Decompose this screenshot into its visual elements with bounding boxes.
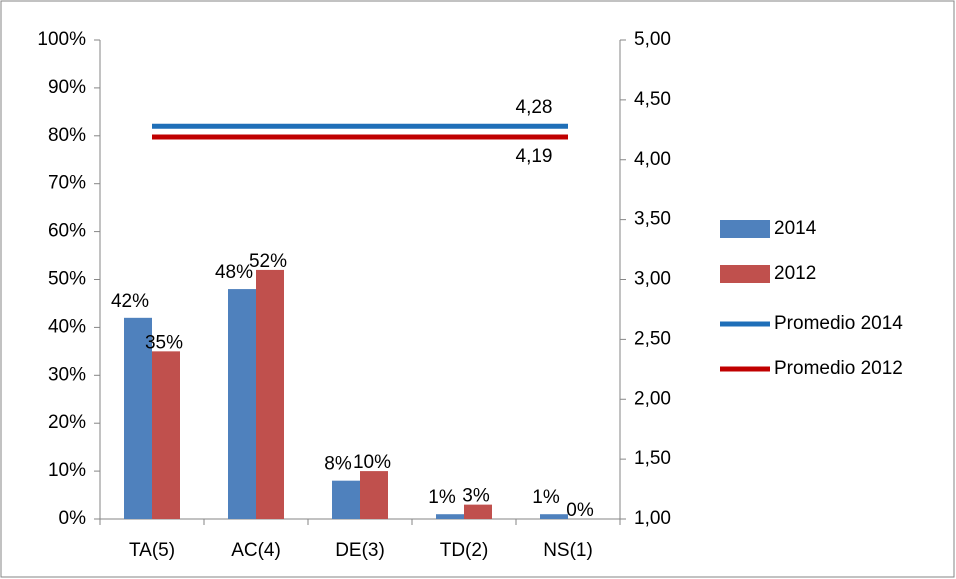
- y2-tick-label: 4,00: [634, 149, 671, 170]
- y-tick-label: 90%: [48, 77, 86, 98]
- bar: [124, 317, 152, 519]
- bar-value-label: 42%: [111, 291, 149, 312]
- y-tick-label: 40%: [48, 316, 86, 337]
- y2-tick-label: 3,50: [634, 209, 671, 230]
- bar: [256, 269, 284, 519]
- x-tick-label: TD(2): [440, 540, 489, 561]
- y-tick-label: 0%: [59, 508, 87, 529]
- bar-value-label: 1%: [532, 487, 560, 508]
- y-tick-label: 20%: [48, 412, 86, 433]
- bar-value-label: 35%: [145, 332, 183, 353]
- y-tick-label: 10%: [48, 460, 86, 481]
- legend-label: 2014: [774, 218, 817, 239]
- bar-value-label: 1%: [428, 487, 456, 508]
- legend-label: Promedio 2012: [774, 358, 903, 379]
- x-tick-label: TA(5): [129, 540, 175, 561]
- y-tick-label: 60%: [48, 221, 86, 242]
- bar-value-label: 0%: [566, 500, 594, 521]
- x-tick-label: NS(1): [543, 540, 593, 561]
- legend-label: Promedio 2014: [774, 313, 903, 334]
- bar-value-label: 8%: [324, 454, 352, 475]
- legend-label: 2012: [774, 263, 816, 284]
- legend-swatch: [720, 220, 770, 238]
- y2-tick-label: 1,00: [634, 508, 671, 529]
- y2-tick-label: 3,00: [634, 269, 671, 290]
- y2-tick-label: 5,00: [634, 29, 671, 50]
- bar-value-label: 52%: [249, 251, 287, 272]
- y2-tick-label: 4,50: [634, 89, 671, 110]
- bar: [152, 351, 180, 519]
- bar-value-label: 3%: [462, 486, 490, 507]
- bar-value-label: 10%: [353, 452, 391, 473]
- y-tick-label: 50%: [48, 269, 86, 290]
- bar: [360, 471, 388, 519]
- line-value-label: 4,19: [516, 146, 553, 167]
- bar: [436, 514, 464, 519]
- y2-tick-label: 2,00: [634, 388, 671, 409]
- bar: [540, 514, 568, 519]
- y2-tick-label: 1,50: [634, 448, 671, 469]
- bar-value-label: 48%: [215, 262, 253, 283]
- y-tick-label: 30%: [48, 364, 86, 385]
- x-tick-label: AC(4): [231, 540, 281, 561]
- y-tick-label: 100%: [37, 29, 86, 50]
- y-tick-label: 80%: [48, 125, 86, 146]
- legend-swatch: [720, 265, 770, 283]
- x-tick-label: DE(3): [335, 540, 385, 561]
- y2-tick-label: 2,50: [634, 328, 671, 349]
- bar: [332, 480, 360, 519]
- y-tick-label: 70%: [48, 173, 86, 194]
- line-value-label: 4,28: [516, 97, 553, 118]
- bar: [464, 504, 492, 519]
- bar: [228, 289, 256, 519]
